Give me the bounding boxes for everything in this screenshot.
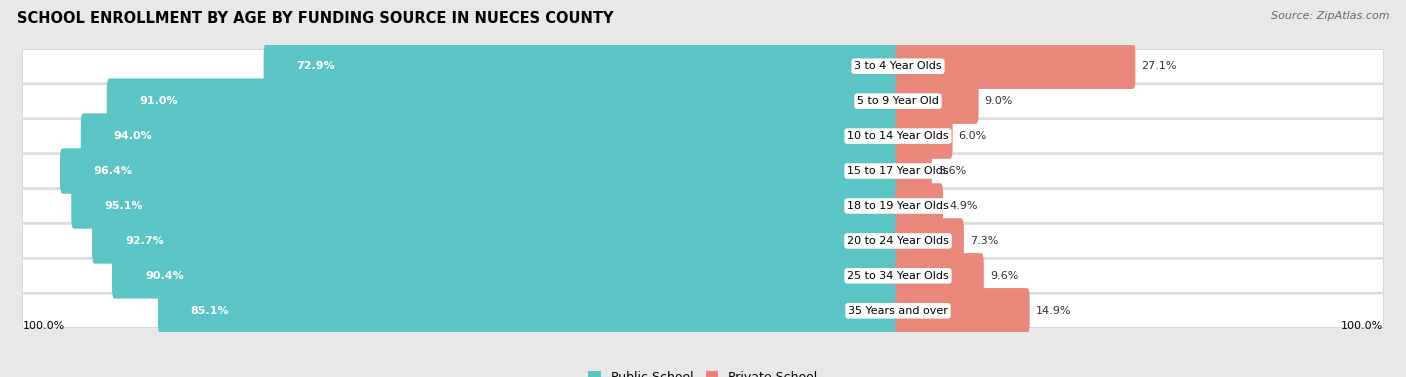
Text: 10 to 14 Year Olds: 10 to 14 Year Olds [848,131,949,141]
FancyBboxPatch shape [22,49,1384,83]
FancyBboxPatch shape [157,288,901,334]
Text: 85.1%: 85.1% [191,306,229,316]
Text: 35 Years and over: 35 Years and over [848,306,948,316]
Text: SCHOOL ENROLLMENT BY AGE BY FUNDING SOURCE IN NUECES COUNTY: SCHOOL ENROLLMENT BY AGE BY FUNDING SOUR… [17,11,613,26]
Text: 14.9%: 14.9% [1036,306,1071,316]
FancyBboxPatch shape [896,148,932,194]
FancyBboxPatch shape [22,224,1384,258]
FancyBboxPatch shape [22,294,1384,328]
FancyBboxPatch shape [112,253,901,299]
FancyBboxPatch shape [896,78,979,124]
FancyBboxPatch shape [22,259,1384,293]
Text: 20 to 24 Year Olds: 20 to 24 Year Olds [846,236,949,246]
Text: 9.6%: 9.6% [990,271,1018,281]
FancyBboxPatch shape [80,113,901,159]
Text: 9.0%: 9.0% [984,96,1012,106]
FancyBboxPatch shape [91,218,901,264]
FancyBboxPatch shape [896,113,953,159]
Text: 92.7%: 92.7% [125,236,163,246]
Text: 3.6%: 3.6% [938,166,966,176]
FancyBboxPatch shape [264,43,901,89]
FancyBboxPatch shape [22,84,1384,118]
Text: 3 to 4 Year Olds: 3 to 4 Year Olds [855,61,942,71]
FancyBboxPatch shape [896,253,984,299]
Text: 100.0%: 100.0% [1341,321,1384,331]
FancyBboxPatch shape [22,154,1384,188]
Text: 18 to 19 Year Olds: 18 to 19 Year Olds [846,201,949,211]
Text: 15 to 17 Year Olds: 15 to 17 Year Olds [848,166,949,176]
Text: 90.4%: 90.4% [145,271,184,281]
FancyBboxPatch shape [22,119,1384,153]
Text: Source: ZipAtlas.com: Source: ZipAtlas.com [1271,11,1389,21]
Text: 6.0%: 6.0% [959,131,987,141]
Text: 5 to 9 Year Old: 5 to 9 Year Old [858,96,939,106]
FancyBboxPatch shape [72,183,901,229]
FancyBboxPatch shape [896,288,1029,334]
FancyBboxPatch shape [896,43,1136,89]
Text: 91.0%: 91.0% [139,96,179,106]
Text: 4.9%: 4.9% [949,201,977,211]
Text: 7.3%: 7.3% [970,236,998,246]
FancyBboxPatch shape [60,148,901,194]
Text: 95.1%: 95.1% [104,201,143,211]
Text: 25 to 34 Year Olds: 25 to 34 Year Olds [846,271,949,281]
Legend: Public School, Private School: Public School, Private School [583,366,823,377]
FancyBboxPatch shape [896,218,965,264]
Text: 27.1%: 27.1% [1142,61,1177,71]
FancyBboxPatch shape [107,78,901,124]
Text: 100.0%: 100.0% [22,321,65,331]
FancyBboxPatch shape [896,183,943,229]
Text: 96.4%: 96.4% [93,166,132,176]
Text: 72.9%: 72.9% [297,61,335,71]
FancyBboxPatch shape [22,189,1384,223]
Text: 94.0%: 94.0% [114,131,152,141]
